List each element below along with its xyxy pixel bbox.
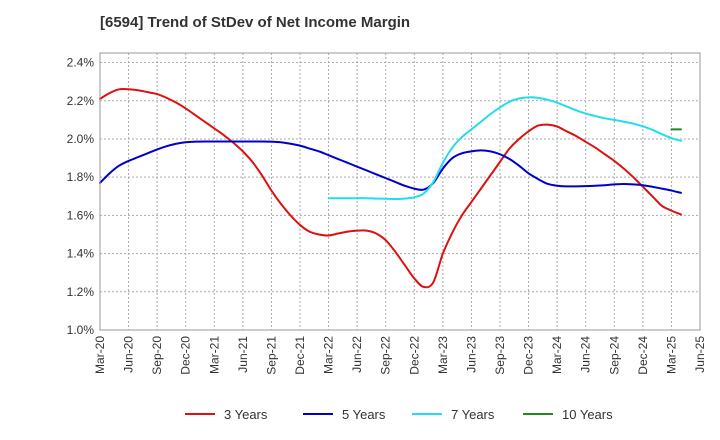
- x-tick-label: Mar-25: [664, 336, 678, 374]
- legend-label-7-years: 7 Years: [451, 407, 495, 422]
- x-tick-label: Jun-20: [122, 336, 136, 373]
- x-tick-label: Sep-23: [493, 336, 507, 375]
- series-line-3-years: [99, 87, 682, 289]
- series-layer: [99, 87, 682, 289]
- y-tick-label: 2.0%: [67, 132, 95, 146]
- x-tick-label: Sep-22: [379, 336, 393, 375]
- y-tick-label: 2.4%: [67, 56, 95, 70]
- series-line-7-years: [327, 96, 682, 200]
- x-tick-label: Sep-21: [264, 336, 278, 375]
- grid-layer: [100, 53, 700, 330]
- x-tick-label: Dec-21: [293, 336, 307, 375]
- y-tick-label: 1.8%: [67, 170, 95, 184]
- x-tick-label: Dec-20: [179, 336, 193, 375]
- x-tick-label: Dec-23: [522, 336, 536, 375]
- x-tick-label: Jun-25: [693, 336, 707, 373]
- legend-label-3-years: 3 Years: [224, 407, 268, 422]
- chart-title: [6594] Trend of StDev of Net Income Marg…: [100, 14, 411, 31]
- x-tick-label: Jun-23: [464, 336, 478, 373]
- x-tick-label: Jun-24: [579, 336, 593, 373]
- y-tick-label: 1.0%: [67, 323, 95, 337]
- x-tick-label: Sep-24: [607, 336, 621, 375]
- y-tick-label: 2.2%: [67, 94, 95, 108]
- x-tick-label: Mar-23: [436, 336, 450, 374]
- plot-frame: [99, 52, 701, 331]
- x-tick-label: Jun-22: [350, 336, 364, 373]
- y-tick-label: 1.4%: [67, 247, 95, 261]
- x-tick-label: Mar-24: [550, 336, 564, 374]
- legend-label-10-years: 10 Years: [562, 407, 613, 422]
- x-tick-label: Sep-20: [150, 336, 164, 375]
- x-tick-label: Dec-22: [407, 336, 421, 375]
- x-tick-label: Jun-21: [236, 336, 250, 373]
- series-line-5-years: [99, 140, 682, 194]
- x-tick-label: Mar-22: [322, 336, 336, 374]
- y-tick-label: 1.2%: [67, 285, 95, 299]
- y-tick-label: 1.6%: [67, 208, 95, 222]
- x-tick-label: Mar-20: [93, 336, 107, 374]
- x-tick-label: Dec-24: [636, 336, 650, 375]
- axis-layer: 1.0% 1.2% 1.4% 1.6% 1.8% 2.0% 2.2% 2.4% Mar-20 Ju…: [67, 56, 707, 375]
- legend-layer: 3 Years 5 Years 7 Years 10 Years: [185, 407, 613, 422]
- legend-label-5-years: 5 Years: [342, 407, 386, 422]
- x-tick-label: Mar-21: [207, 336, 221, 374]
